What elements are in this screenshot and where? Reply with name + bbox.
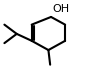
Text: OH: OH: [53, 4, 70, 14]
